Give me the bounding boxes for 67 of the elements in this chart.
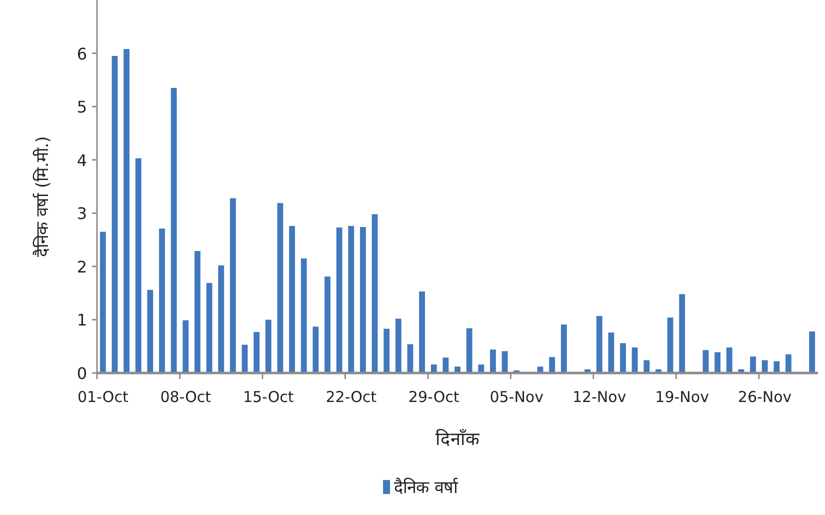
x-tick-label: 19-Nov <box>655 388 710 406</box>
bar <box>809 331 816 373</box>
y-tick-label: 1 <box>76 310 87 330</box>
y-tick-label: 0 <box>76 364 87 383</box>
bar <box>714 352 720 373</box>
bar <box>490 350 496 373</box>
bar <box>218 265 224 373</box>
bar <box>620 343 626 373</box>
bar <box>277 203 284 373</box>
bar <box>384 328 390 373</box>
bar <box>750 356 756 373</box>
x-tick-label: 26-Nov <box>738 388 792 406</box>
x-tick-label: 08-Oct <box>160 388 212 406</box>
bar <box>667 318 674 373</box>
bar <box>324 276 330 373</box>
bar <box>348 226 354 373</box>
bar <box>112 56 118 373</box>
bar <box>135 158 142 373</box>
bar <box>560 324 567 373</box>
bar <box>774 361 780 373</box>
bar <box>549 357 556 373</box>
bar <box>254 332 260 373</box>
bar <box>289 226 295 373</box>
bar <box>300 258 307 373</box>
x-tick-label: 05-Nov <box>490 388 544 406</box>
x-tick-label: 22-Oct <box>326 388 377 406</box>
bar <box>265 320 272 373</box>
bar <box>159 228 165 373</box>
bar <box>372 214 378 373</box>
x-tick-label: 12-Nov <box>572 388 626 406</box>
bar <box>312 326 319 373</box>
bar <box>100 232 106 373</box>
y-tick-label: 2 <box>76 257 87 276</box>
bar <box>679 294 686 373</box>
y-axis-title: दैनिक वर्षा (मि.मी.) <box>32 136 53 257</box>
bar <box>230 198 236 373</box>
x-tick-label: 29-Oct <box>408 388 460 406</box>
bar <box>442 358 449 373</box>
bar <box>726 347 732 373</box>
x-axis-title: दिनाँक <box>436 428 480 450</box>
bar <box>632 347 638 373</box>
bar <box>194 250 200 373</box>
x-tick-label: 01-Oct <box>77 388 128 406</box>
bar <box>466 328 472 373</box>
bar <box>336 228 342 373</box>
bar <box>596 316 602 373</box>
y-tick-label: 6 <box>76 44 87 64</box>
x-tick-label: 15-Oct <box>242 388 294 406</box>
bar <box>395 318 402 373</box>
y-tick-label: 3 <box>76 204 87 224</box>
bar <box>170 88 177 373</box>
bar <box>502 351 508 373</box>
bar <box>762 360 768 373</box>
bar <box>419 291 425 373</box>
bar <box>785 354 792 373</box>
bar <box>608 332 614 373</box>
bar <box>644 360 650 373</box>
legend: दैनिक वर्षा <box>383 478 458 498</box>
bar <box>360 226 366 373</box>
bar <box>407 344 414 373</box>
y-tick-label: 4 <box>76 150 87 170</box>
bar <box>206 282 212 373</box>
legend-label: दैनिक वर्षा <box>394 477 458 498</box>
bar <box>124 49 130 373</box>
bar <box>147 290 154 373</box>
y-tick-label: 5 <box>76 98 87 117</box>
bar <box>182 320 189 373</box>
